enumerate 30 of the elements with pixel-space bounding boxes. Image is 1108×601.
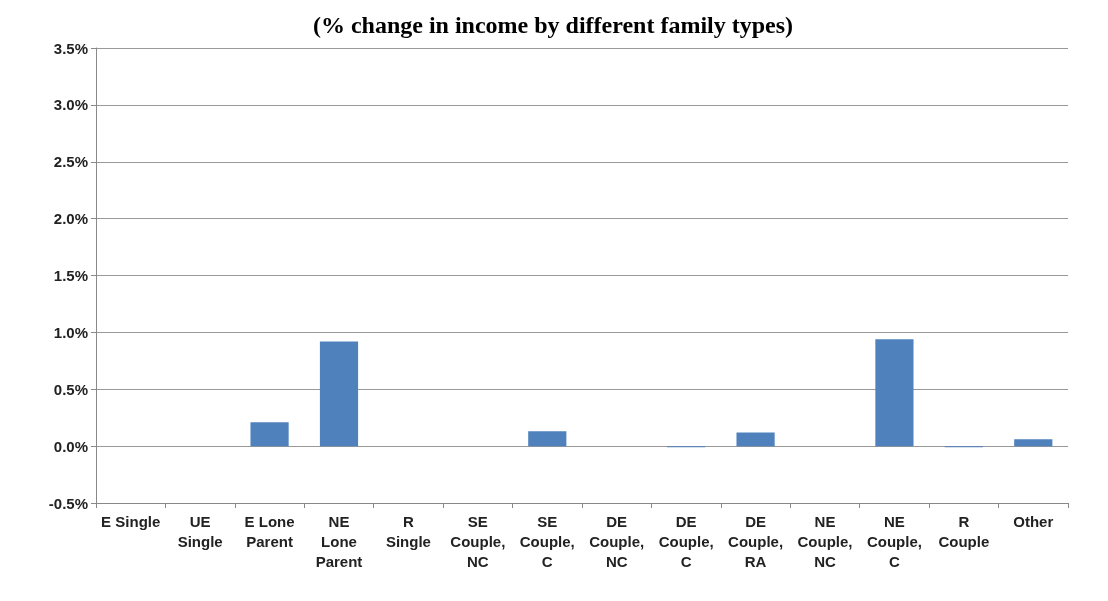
x-tick-label: NE Couple, NC xyxy=(797,512,853,570)
x-tick-label: E Single xyxy=(101,512,161,530)
y-tick-label: 2.0% xyxy=(53,210,88,228)
x-tick-label: E Lone Parent xyxy=(244,512,295,550)
y-tick-label: 1.0% xyxy=(53,323,88,341)
x-tick-label: DE Couple, C xyxy=(658,512,714,570)
x-tick-label: SE Couple, C xyxy=(519,512,575,570)
bar xyxy=(319,341,359,447)
y-tick-label: 1.5% xyxy=(53,267,88,284)
bar xyxy=(250,422,289,447)
bar xyxy=(736,432,775,447)
y-tick-label: 0.5% xyxy=(53,380,88,398)
x-tick-label: R Couple xyxy=(938,512,990,550)
bar xyxy=(1014,439,1053,447)
y-tick-label: -0.5% xyxy=(48,494,88,512)
x-tick-label: R Single xyxy=(385,512,431,550)
y-tick-label: 3.5% xyxy=(53,39,88,57)
x-tick-label: Other xyxy=(1013,512,1054,530)
x-tick-label: DE Couple, RA xyxy=(728,512,784,570)
y-tick-label: 3.0% xyxy=(53,96,88,114)
bar xyxy=(875,339,914,447)
x-tick-label: NE Couple, C xyxy=(866,512,922,570)
y-tick-label: 0.0% xyxy=(53,437,88,455)
y-tick-label: 2.5% xyxy=(53,153,88,171)
x-tick-label: UE Single xyxy=(177,512,223,550)
bar xyxy=(528,431,567,447)
chart-title: (% change in income by different family types) xyxy=(312,12,794,38)
x-tick-label: DE Couple, NC xyxy=(589,512,645,570)
x-tick-label: NE Lone Parent xyxy=(315,512,363,570)
x-tick-label: SE Couple, NC xyxy=(450,512,506,570)
